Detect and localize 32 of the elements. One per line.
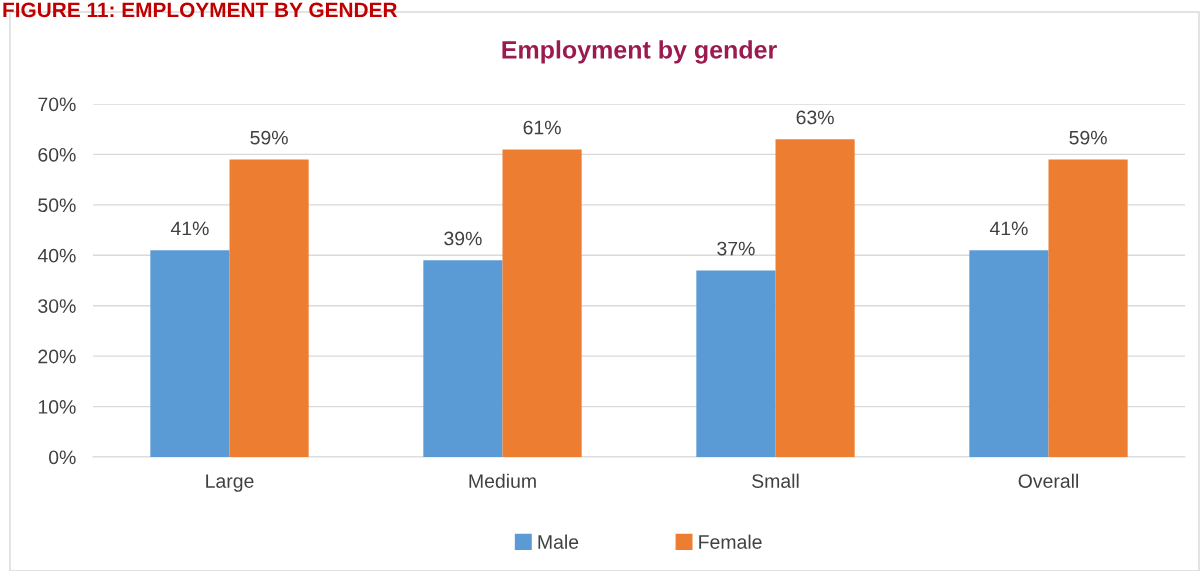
y-tick-label: 50% xyxy=(38,198,76,213)
data-label: 37% xyxy=(717,241,755,256)
bar xyxy=(1048,159,1128,457)
data-label: 61% xyxy=(523,120,561,135)
bar xyxy=(229,159,309,457)
bar xyxy=(696,270,776,457)
bar xyxy=(423,260,503,457)
data-label: 39% xyxy=(444,231,482,246)
data-label: 59% xyxy=(250,130,288,145)
y-tick-label: 20% xyxy=(38,349,76,364)
data-label: 41% xyxy=(989,221,1028,236)
y-tick-label: 70% xyxy=(38,97,76,112)
caption: FIGURE 11: EMPLOYMENT BY GENDER xyxy=(3,2,398,18)
x-tick-label: Overall xyxy=(1018,473,1078,488)
data-label: 59% xyxy=(1069,130,1107,145)
x-tick-label: Small xyxy=(752,473,799,488)
y-tick-label: 60% xyxy=(38,147,76,162)
x-tick-label: Medium xyxy=(469,473,536,488)
bar xyxy=(775,139,855,457)
y-tick-label: 30% xyxy=(38,299,76,313)
x-tick-label: Large xyxy=(206,474,254,492)
y-tick-label: 0% xyxy=(48,450,76,465)
chart-title: Employment by gender xyxy=(502,40,777,64)
data-label: 41% xyxy=(170,221,209,236)
bar xyxy=(150,250,230,457)
data-label: 63% xyxy=(796,110,834,125)
y-tick-label: 10% xyxy=(38,400,76,414)
bar xyxy=(969,250,1049,457)
legend-label: Female xyxy=(699,534,762,549)
y-tick-label: 40% xyxy=(37,248,76,263)
bar xyxy=(502,149,582,457)
legend-label: Male xyxy=(538,534,579,549)
